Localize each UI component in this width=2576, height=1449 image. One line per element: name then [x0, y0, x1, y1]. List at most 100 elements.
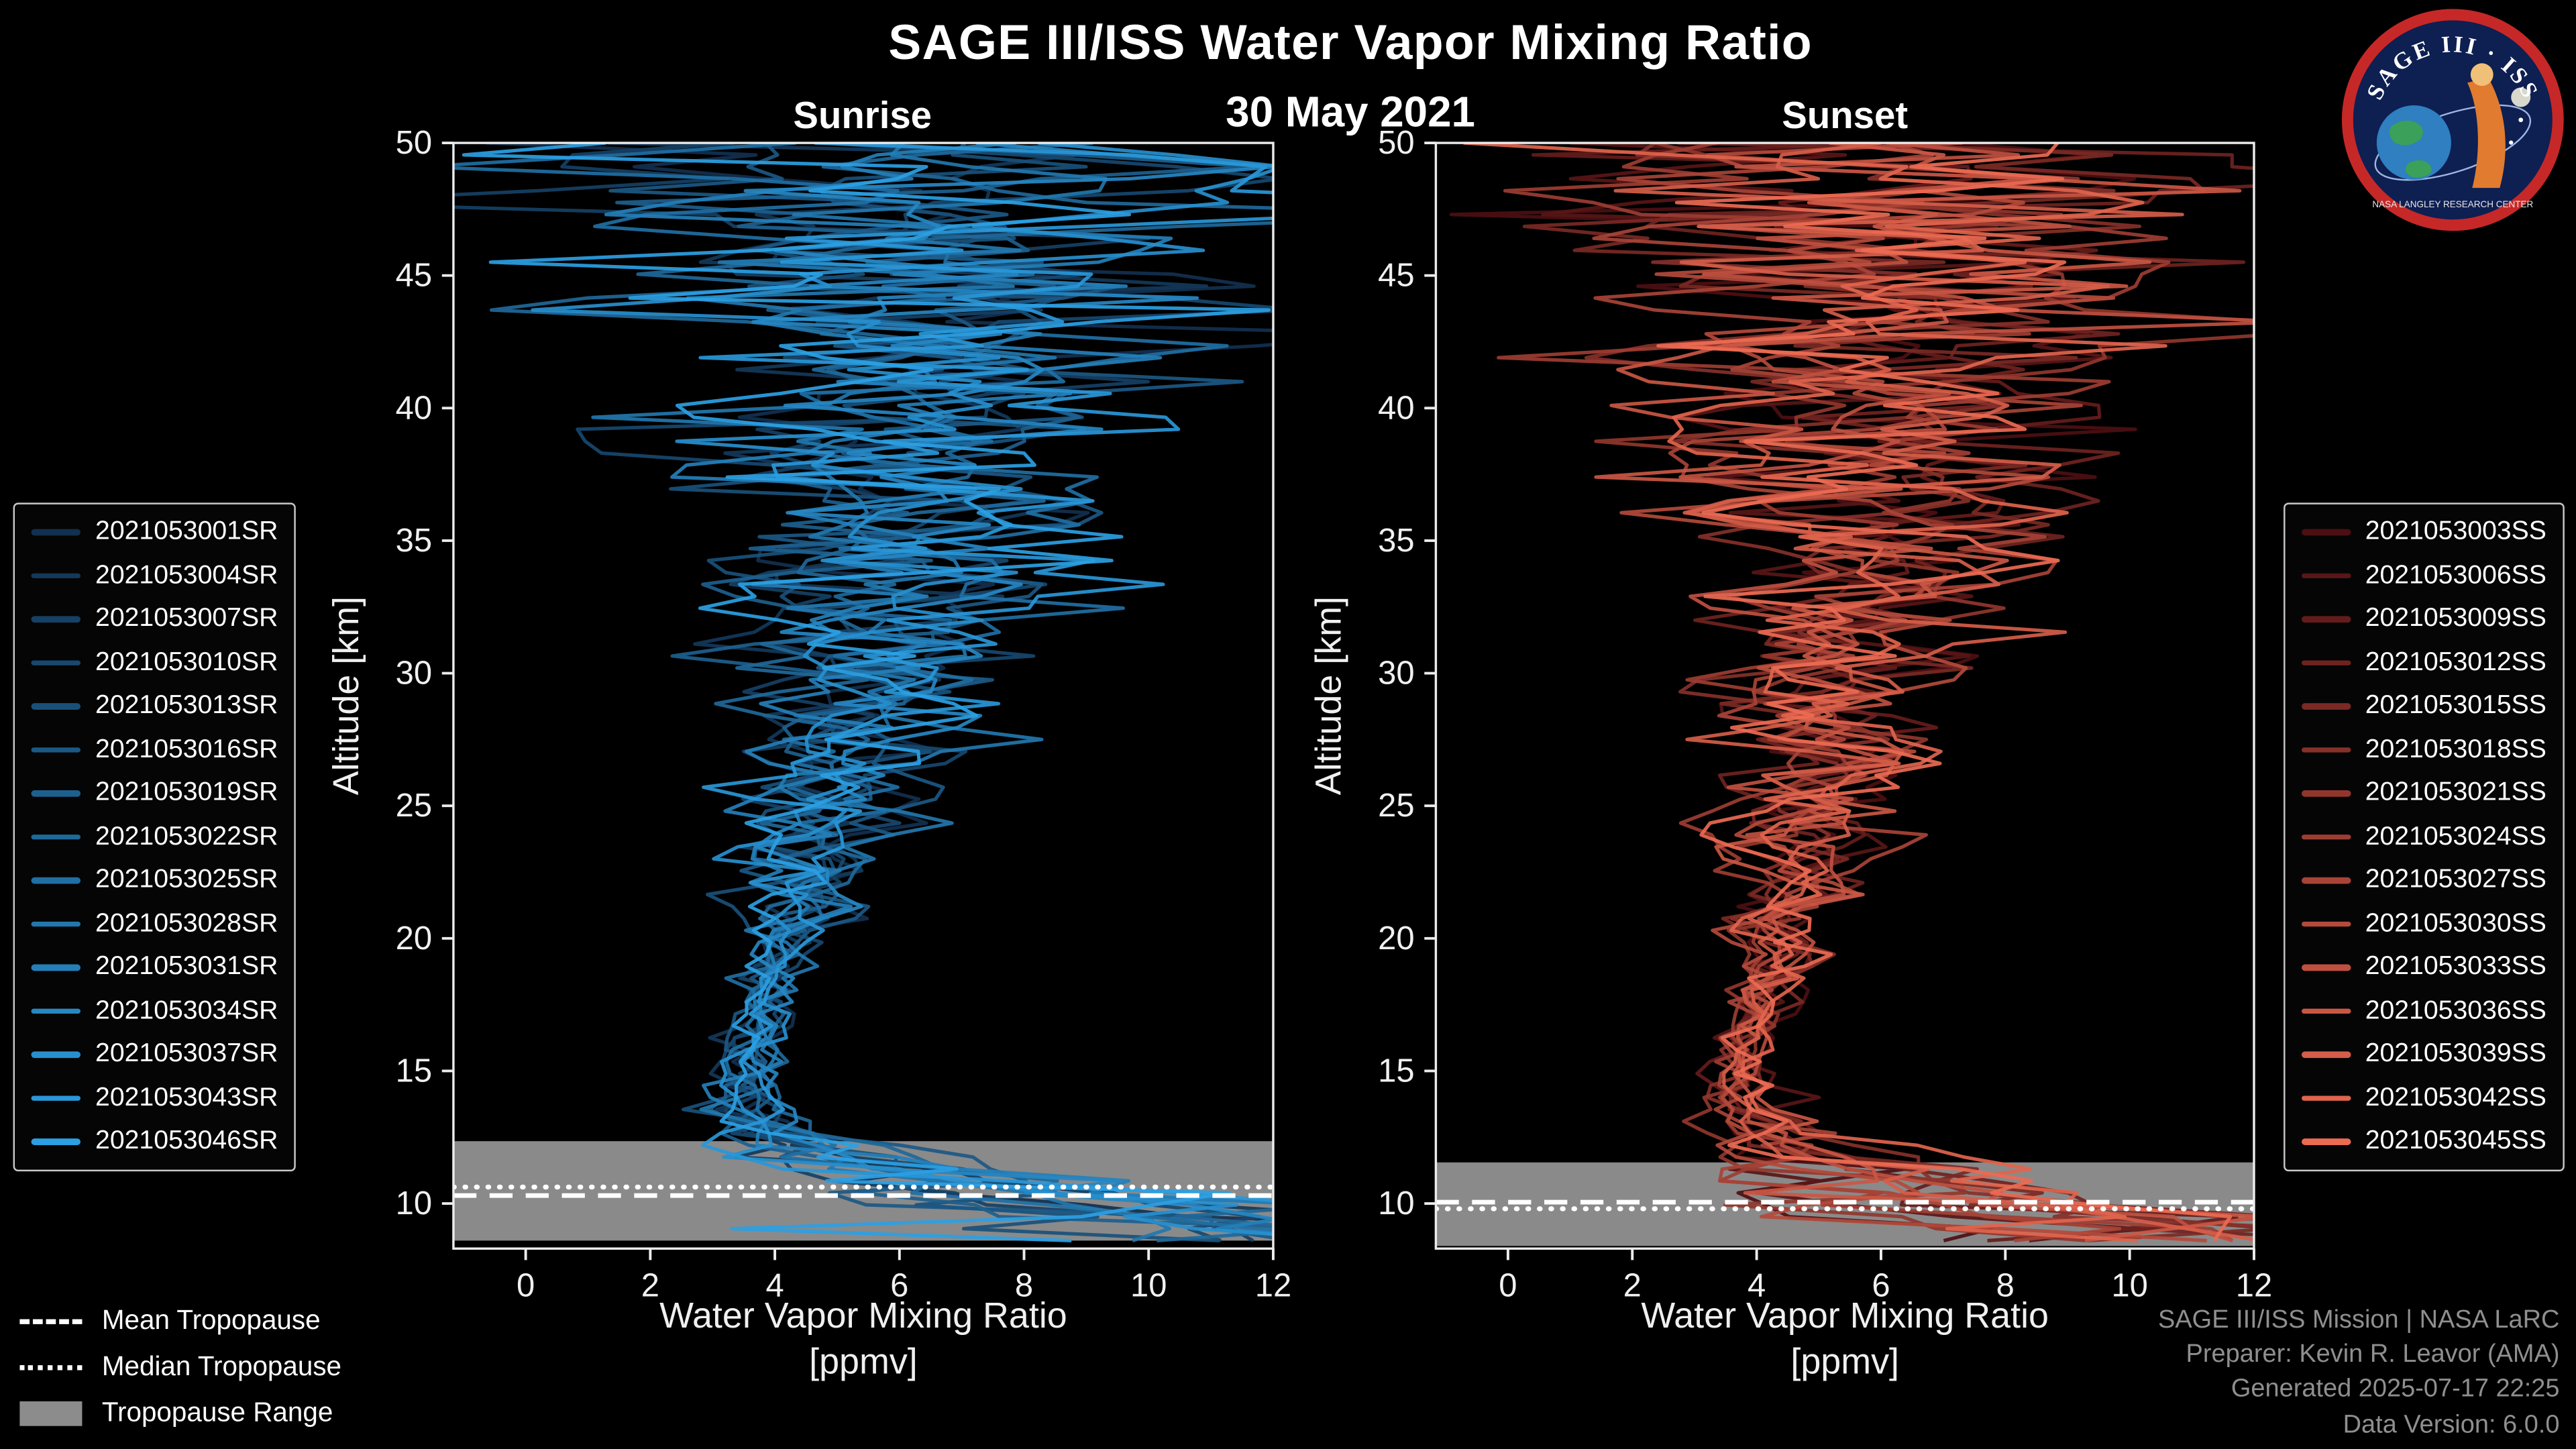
legend-item-2021053027SS: 2021053027SS [2301, 866, 2546, 896]
legend-line-swatch [2301, 790, 2351, 797]
date-subtitle: 30 May 2021 [1226, 87, 1475, 137]
credit-generated: Generated 2025-07-17 22:25 [2231, 1375, 2560, 1404]
y-tick-label: 15 [396, 1053, 432, 1089]
legend-item-2021053039SS: 2021053039SS [2301, 1040, 2546, 1069]
x-axis-units: [ppmv] [1790, 1341, 1899, 1381]
figure-icon [2467, 78, 2506, 189]
legend-line-swatch [2301, 1008, 2351, 1014]
legend-line-swatch [31, 1008, 80, 1014]
y-tick-label: 10 [396, 1185, 432, 1222]
legend-item-2021053018SS: 2021053018SS [2301, 735, 2546, 765]
legend-item-2021053034SR: 2021053034SR [31, 996, 278, 1026]
x-tick-label: 12 [2236, 1267, 2272, 1303]
legend-item-2021053043SR: 2021053043SR [31, 1083, 278, 1113]
legend-line-swatch [2301, 877, 2351, 884]
y-tick-label: 35 [1378, 523, 1414, 559]
legend-line-swatch [2301, 747, 2351, 753]
legend-item-2021053031SR: 2021053031SR [31, 953, 278, 982]
y-tick-label: 10 [1378, 1185, 1414, 1222]
legend-line-swatch [31, 834, 80, 841]
legend-label: 2021053043SR [95, 1083, 278, 1112]
profile-line-2021053037SR [531, 143, 1273, 1236]
legend-label: 2021053028SR [95, 909, 278, 938]
y-tick-label: 15 [1378, 1053, 1414, 1089]
credit-version: Data Version: 6.0.0 [2343, 1410, 2560, 1439]
profile-line-2021053034SR [743, 143, 1273, 1221]
credit-mission: SAGE III/ISS Mission | NASA LaRC [2158, 1305, 2560, 1334]
profile-line-2021053036SS [1594, 143, 2254, 1243]
legend-label: 2021053024SS [2365, 822, 2546, 851]
legend-line-swatch [31, 572, 80, 579]
legend-label: 2021053009SS [2365, 604, 2546, 633]
profile-line-2021053031SR [604, 143, 1273, 1235]
y-tick-label: 20 [1378, 920, 1414, 957]
y-tick-label: 25 [396, 788, 432, 824]
legend-item-2021053045SS: 2021053045SS [2301, 1127, 2546, 1157]
legend-label: 2021053006SS [2365, 561, 2546, 589]
legend-item-2021053021SS: 2021053021SS [2301, 779, 2546, 808]
x-axis-title: Water Vapor Mixing Ratio [1641, 1295, 2049, 1336]
median-tropopause-label: Median Tropopause [101, 1352, 342, 1382]
legend-label: 2021053022SR [95, 822, 278, 851]
legend-label: 2021053027SS [2365, 865, 2546, 894]
y-tick-label: 35 [396, 523, 432, 559]
legend-line-swatch [31, 1138, 80, 1145]
legend-label: 2021053019SR [95, 778, 278, 807]
range-patch-swatch [19, 1401, 83, 1426]
y-tick-label: 40 [1378, 390, 1414, 426]
legend-label: 2021053004SR [95, 561, 278, 589]
x-tick-label: 8 [1996, 1267, 2015, 1303]
legend-item-2021053010SR: 2021053010SR [31, 648, 278, 678]
y-tick-label: 45 [1378, 258, 1414, 294]
legend-label: 2021053037SR [95, 1040, 278, 1068]
legend-label: 2021053015SS [2365, 692, 2546, 720]
legend-item-2021053004SR: 2021053004SR [31, 561, 278, 590]
y-tick-label: 25 [1378, 788, 1414, 824]
page-title: SAGE III/ISS Water Vapor Mixing Ratio [888, 16, 1813, 71]
x-tick-label: 2 [1623, 1267, 1642, 1303]
legend-item-2021053037SR: 2021053037SR [31, 1040, 278, 1069]
legend-line-swatch [2301, 965, 2351, 971]
legend-line-swatch [31, 1095, 80, 1102]
legend-line-swatch [31, 1051, 80, 1058]
legend-line-swatch [2301, 1051, 2351, 1058]
tropopause-range-label: Tropopause Range [101, 1398, 333, 1428]
dashed-line-swatch [19, 1319, 83, 1324]
y-axis-title: Altitude [km] [1308, 596, 1348, 795]
x-tick-label: 4 [765, 1267, 784, 1303]
legend-line-swatch [31, 877, 80, 884]
legend-label: 2021053042SS [2365, 1083, 2546, 1112]
legend-label: 2021053033SS [2365, 953, 2546, 981]
legend-item-median-tropopause: Median Tropopause [19, 1352, 341, 1384]
legend-line-swatch [31, 616, 80, 623]
legend-label: 2021053039SS [2365, 1040, 2546, 1068]
legend-line-swatch [2301, 703, 2351, 710]
axes-spine [1434, 142, 2255, 1250]
legend-item-2021053003SS: 2021053003SS [2301, 517, 2546, 547]
legend-line-swatch [2301, 921, 2351, 927]
legend-item-2021053015SS: 2021053015SS [2301, 692, 2546, 721]
y-tick-label: 30 [396, 655, 432, 692]
mean-tropopause-label: Mean Tropopause [101, 1305, 321, 1336]
legend-line-swatch [31, 747, 80, 753]
legend-label: 2021053030SS [2365, 909, 2546, 938]
y-tick-label: 50 [1378, 125, 1414, 161]
legend-line-swatch [31, 659, 80, 666]
legend-label: 2021053007SR [95, 604, 278, 633]
y-tick-label: 20 [396, 920, 432, 957]
x-tick-label: 6 [890, 1267, 908, 1303]
x-axis-units: [ppmv] [809, 1341, 918, 1381]
profile-line-2021053045SS [1656, 143, 2233, 1242]
axes-spine [452, 142, 1275, 1250]
legend-line-swatch [31, 965, 80, 971]
y-axis-title: Altitude [km] [326, 596, 366, 795]
legend-label: 2021053021SS [2365, 778, 2546, 807]
legend-label: 2021053018SS [2365, 735, 2546, 763]
legend-item-2021053028SR: 2021053028SR [31, 909, 278, 939]
x-tick-label: 2 [641, 1267, 659, 1303]
x-tick-label: 4 [1748, 1267, 1766, 1303]
legend-line-swatch [31, 529, 80, 535]
legend-item-2021053006SS: 2021053006SS [2301, 561, 2546, 590]
